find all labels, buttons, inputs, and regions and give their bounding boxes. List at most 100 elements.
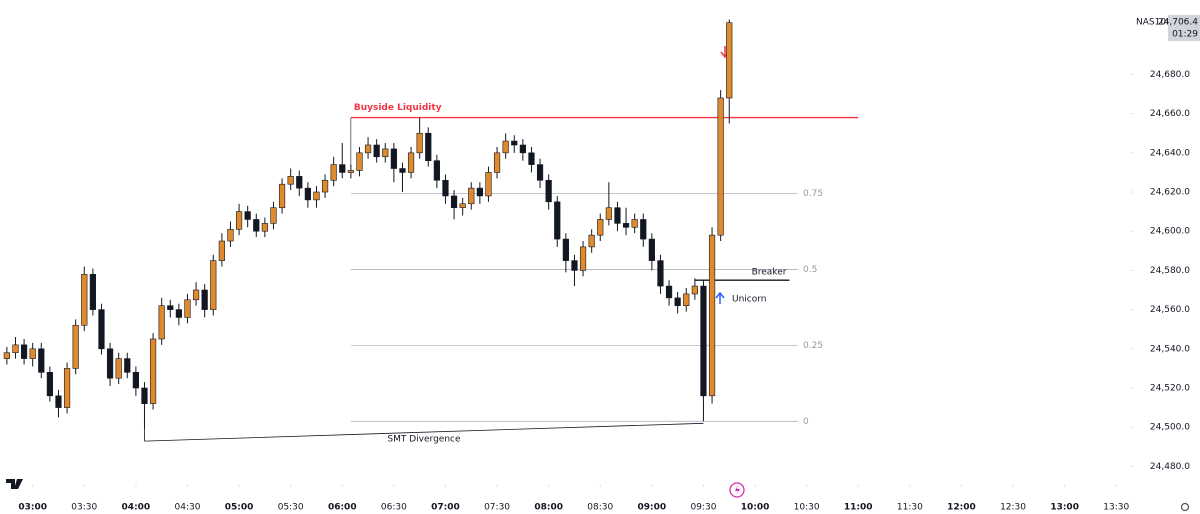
candle-body bbox=[115, 358, 122, 379]
x-tick-label: 09:30 bbox=[690, 503, 716, 513]
candle-body bbox=[726, 22, 733, 99]
candle-body bbox=[399, 168, 406, 173]
candle-body bbox=[261, 223, 268, 232]
smt-line bbox=[144, 422, 704, 442]
icon-circle bbox=[729, 482, 745, 498]
unicorn-label: Unicorn bbox=[732, 295, 767, 305]
y-tick-label: 24,540.0 bbox=[1150, 344, 1190, 354]
candle-body bbox=[493, 152, 501, 173]
candle-body bbox=[55, 395, 62, 408]
fib-label: 0 bbox=[803, 417, 809, 427]
candle-body bbox=[502, 140, 509, 154]
candle-body bbox=[89, 274, 96, 310]
y-tick-label: 24,640.0 bbox=[1150, 148, 1190, 158]
fib-label: 0.25 bbox=[803, 341, 823, 351]
icon-bolt bbox=[735, 485, 740, 495]
candle-body bbox=[132, 372, 139, 389]
y-tick-label: 24,500.0 bbox=[1150, 423, 1190, 433]
up-arrow bbox=[715, 291, 725, 304]
lightning-icon[interactable] bbox=[729, 482, 745, 498]
settings-icon[interactable] bbox=[1180, 502, 1190, 512]
symbol: NAS100 bbox=[1136, 18, 1172, 28]
candle-body bbox=[235, 211, 243, 230]
candle-body bbox=[124, 358, 131, 373]
candle-body bbox=[657, 260, 664, 287]
candle-body bbox=[588, 234, 595, 248]
y-tick-label: 24,560.0 bbox=[1150, 305, 1190, 315]
x-tick-label: 04:00 bbox=[122, 503, 151, 513]
x-tick-label: 05:30 bbox=[278, 503, 304, 513]
candle-body bbox=[614, 207, 621, 224]
candle-body bbox=[468, 187, 475, 205]
candle-body bbox=[364, 144, 372, 154]
candle-body bbox=[218, 240, 225, 261]
y-tick-label: 24,480.0 bbox=[1150, 462, 1190, 472]
x-tick-label: 07:30 bbox=[484, 503, 510, 513]
candle-body bbox=[640, 219, 647, 240]
candle-body bbox=[416, 132, 423, 154]
candle-body bbox=[691, 285, 698, 295]
icon-gear bbox=[1180, 502, 1190, 512]
x-tick-label: 04:30 bbox=[175, 503, 201, 513]
last-price: 24,706.4 bbox=[1158, 18, 1198, 28]
candle-body bbox=[81, 274, 88, 326]
y-tick-label: 24,600.0 bbox=[1150, 227, 1190, 237]
tradingview-logo[interactable] bbox=[6, 479, 23, 489]
candle-body bbox=[648, 238, 655, 261]
candle-body bbox=[571, 260, 578, 271]
x-tick-label: 06:00 bbox=[328, 503, 357, 513]
x-tick-label: 12:30 bbox=[1000, 503, 1026, 513]
candle-body bbox=[12, 344, 19, 354]
x-tick-label: 13:00 bbox=[1050, 503, 1079, 513]
candle-body bbox=[46, 372, 53, 397]
candle-body bbox=[485, 172, 492, 197]
candle-body bbox=[270, 207, 277, 224]
candle-body bbox=[390, 148, 397, 169]
candle-body bbox=[167, 305, 174, 310]
candle-body bbox=[433, 160, 440, 181]
candle-body bbox=[708, 234, 716, 397]
candle-body bbox=[72, 324, 79, 369]
buyside-label: Buyside Liquidity bbox=[354, 103, 442, 113]
candle-body bbox=[373, 144, 380, 158]
candle-body bbox=[296, 176, 303, 189]
candle-body bbox=[674, 297, 681, 306]
candle-body bbox=[149, 338, 157, 404]
candle-body bbox=[579, 246, 587, 271]
candle-body bbox=[665, 285, 673, 299]
candle-body bbox=[347, 170, 354, 173]
countdown: 01:29 bbox=[1172, 30, 1198, 40]
candle-body bbox=[562, 238, 569, 261]
candle-body bbox=[339, 164, 346, 173]
logo-shape bbox=[6, 479, 23, 489]
y-tick-label: 24,660.0 bbox=[1150, 109, 1190, 119]
candle-body bbox=[244, 211, 251, 220]
x-tick-label: 08:00 bbox=[534, 503, 563, 513]
candle-body bbox=[425, 132, 432, 161]
candle-body bbox=[278, 183, 286, 209]
candle-body bbox=[631, 219, 638, 228]
candle-body bbox=[38, 348, 45, 373]
x-tick-label: 07:00 bbox=[431, 503, 460, 513]
x-tick-label: 09:00 bbox=[638, 503, 667, 513]
candle-body bbox=[683, 293, 690, 306]
candle-body bbox=[158, 305, 165, 340]
candle-body bbox=[313, 191, 320, 201]
x-tick-label: 03:30 bbox=[71, 503, 97, 513]
y-tick-label: 24,680.0 bbox=[1150, 70, 1190, 80]
y-tick-label: 24,620.0 bbox=[1150, 188, 1190, 198]
candle-body bbox=[201, 289, 208, 310]
x-tick-label: 08:30 bbox=[587, 503, 613, 513]
candle-body bbox=[356, 152, 363, 171]
candle-body bbox=[184, 299, 191, 318]
y-tick-label: 24,580.0 bbox=[1150, 266, 1190, 276]
candle-body bbox=[29, 348, 36, 359]
candle-body bbox=[20, 344, 28, 359]
breaker-label: Breaker bbox=[752, 268, 787, 278]
candle-body bbox=[106, 348, 114, 379]
candle-body bbox=[528, 152, 535, 165]
candle-body bbox=[407, 152, 415, 173]
fib-label: 0.75 bbox=[803, 189, 823, 199]
x-tick-label: 11:30 bbox=[897, 503, 923, 513]
